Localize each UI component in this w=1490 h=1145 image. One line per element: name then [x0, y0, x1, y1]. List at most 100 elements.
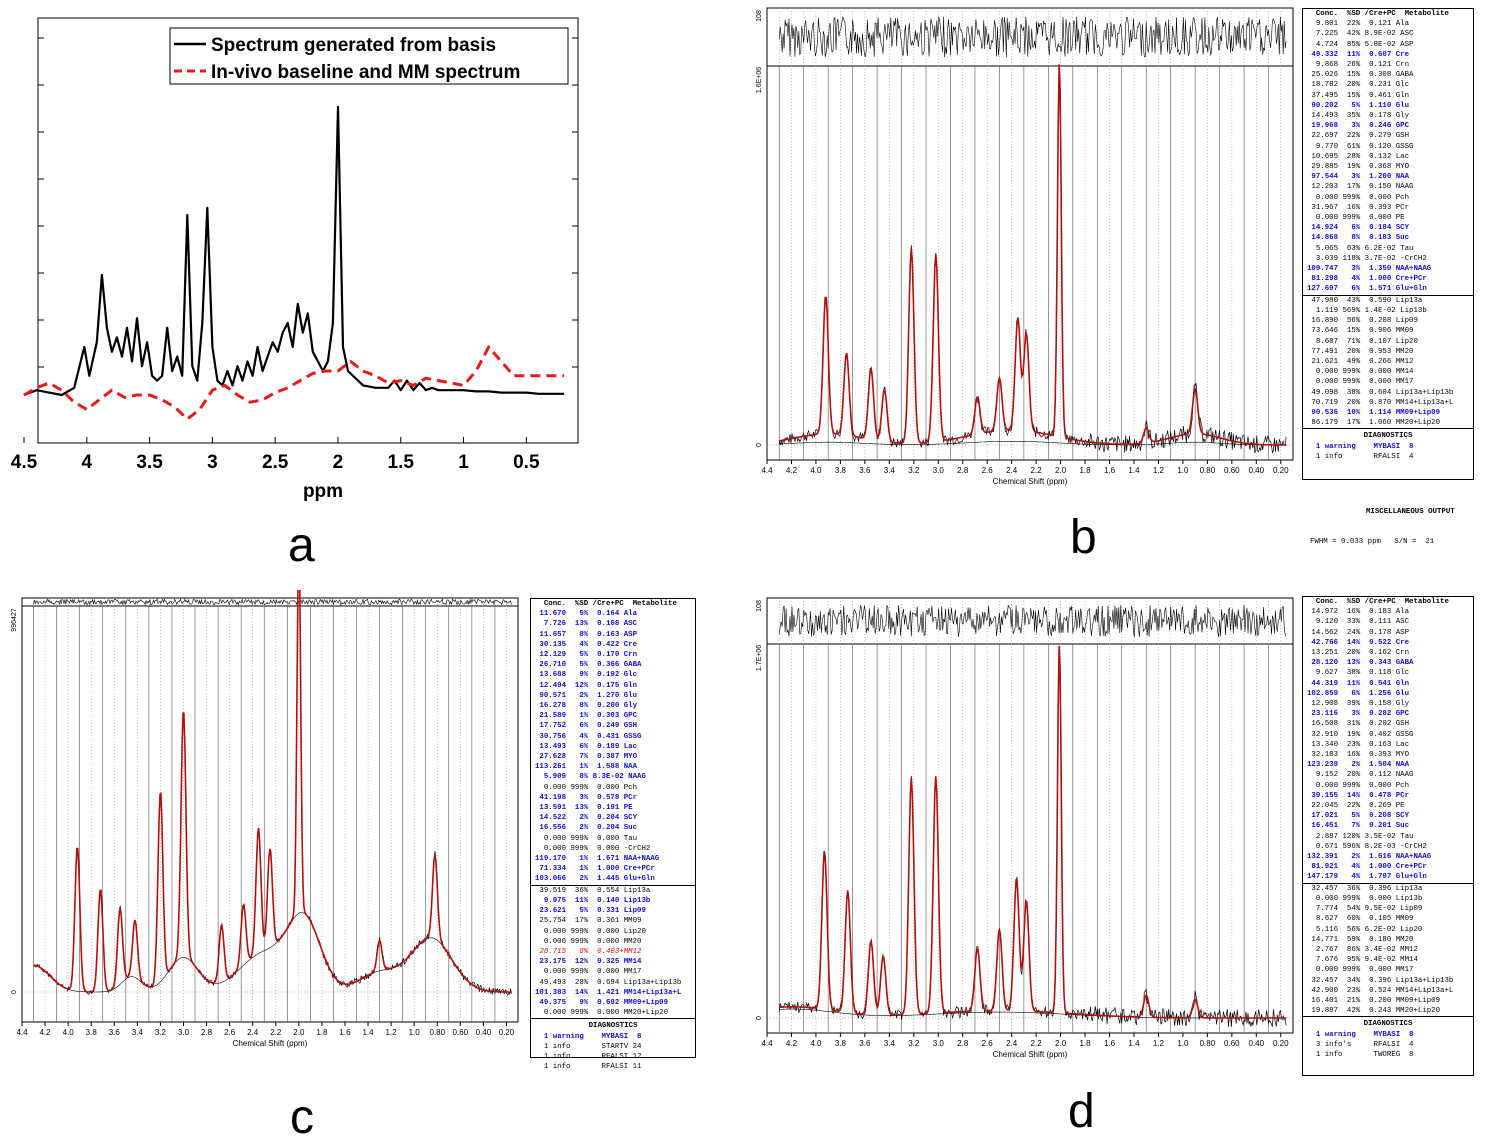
x-tick-label: 3.6 — [859, 1039, 871, 1048]
metabolite-row: 11.670 5% 0.164 Ala — [535, 610, 638, 619]
metabolite-row: 14.868 8% 0.183 Suc — [1307, 234, 1410, 243]
x-tick-label: 1.4 — [1128, 1039, 1140, 1048]
metabolite-row: 97.544 3% 1.200 NAA — [1307, 173, 1410, 182]
y-tick-max: 1.7E+06 — [756, 645, 763, 671]
metabolite-row: 90.571 2% 1.270 Glu — [535, 691, 638, 700]
x-tick-label: 1.4 — [1128, 466, 1140, 475]
lipid-row: 0.000 999% 0.000 MM17 — [535, 968, 642, 977]
x-tick-label: 3.4 — [132, 1028, 144, 1037]
x-tick-label: 3.6 — [859, 466, 871, 475]
metabolite-row: 7.726 13% 0.108 ASC — [535, 620, 638, 629]
lipid-row: 2.767 86% 3.4E-02 MM12 — [1307, 945, 1418, 954]
metabolite-row: 14.924 6% 0.184 SCY — [1307, 224, 1410, 233]
diagnostics-title: DIAGNOSTICS — [1303, 428, 1473, 441]
x-tick-label: 0.20 — [499, 1028, 515, 1037]
x-tick-label: 1 — [458, 452, 469, 473]
x-tick-label: 1.8 — [316, 1028, 328, 1037]
metabolite-row: 14.522 2% 0.204 SCY — [535, 814, 638, 823]
x-tick-label: 2.2 — [270, 1028, 282, 1037]
panel-d-chart: 4.4 4.2 4.0 3.8 3.6 3.4 3.2 3.0 2.8 2.6 2.4 2.2 2.0 1… — [745, 590, 1305, 1070]
x-tick-label: 1.5 — [388, 452, 415, 473]
x-tick-label: 4.2 — [40, 1028, 52, 1037]
x-tick-label: 4.2 — [786, 1039, 798, 1048]
table-header: Conc. %SD /Cre+PC Metabolite — [1307, 598, 1449, 606]
x-tick-label: 2.8 — [957, 1039, 969, 1048]
diagnostic-row: 1 warning MYBASI 8 — [535, 1032, 642, 1041]
panel-label-d: d — [1068, 1085, 1095, 1138]
x-tick-label: 0.20 — [1273, 1039, 1289, 1048]
metabolite-row: 13.251 20% 0.162 Crn — [1307, 649, 1410, 658]
x-tick-label: 1.6 — [339, 1028, 351, 1037]
metabolite-row: 31.967 16% 0.393 PCr — [1307, 203, 1410, 212]
x-tick-label: 1.6 — [1104, 466, 1116, 475]
lipid-row: 23.621 5% 0.331 Lip09 — [535, 907, 646, 916]
x-tick-label: 0.80 — [1200, 466, 1216, 475]
metabolite-row: 2.887 120% 3.5E-02 Tau — [1307, 832, 1414, 841]
metabolite-row: 9.801 22% 0.121 Ala — [1307, 20, 1410, 29]
metabolite-row: 23.116 3% 0.282 GPC — [1307, 710, 1410, 719]
lipid-row: 0.000 999% 0.000 MM17 — [1307, 966, 1414, 975]
panel-label-b: b — [1070, 511, 1097, 564]
metabolite-row: 0.000 999% 0.000 Pch — [535, 783, 638, 792]
x-tick-label: 1.8 — [1079, 1039, 1091, 1048]
x-tick-label: 3.0 — [933, 466, 945, 475]
lipid-row: 49.098 38% 0.604 Lip13a+Lip13b — [1307, 388, 1454, 397]
residual-trace — [778, 604, 1287, 638]
lipid-row: 9.975 11% 0.140 Lip13b — [535, 896, 651, 905]
metabolite-row: 103.066 2% 1.445 Glu+Gln — [535, 875, 655, 884]
plot-frame — [21, 597, 519, 1023]
metabolite-row: 29.885 19% 0.368 MYO — [1307, 163, 1410, 172]
legend-label-mm: In-vivo baseline and MM spectrum — [211, 62, 520, 83]
lipid-row: 0.000 999% 0.000 MM20 — [535, 937, 642, 946]
x-tick-label: 2.4 — [247, 1028, 259, 1037]
x-tick-label: 1.0 — [1177, 466, 1189, 475]
x-tick-label: 3.2 — [908, 466, 920, 475]
baseline-mm-line — [23, 345, 564, 421]
lipid-section: 47.980 43% 0.590 Lip13a 1.119 569% 1.4E-… — [1303, 294, 1473, 429]
lipid-row: 90.536 10% 1.114 MM09+Lip09 — [1307, 408, 1441, 417]
metabolite-row: 81.921 4% 1.000 Cre+PCr — [1307, 863, 1427, 872]
metabolite-row: 18.782 20% 0.231 Glc — [1307, 81, 1410, 90]
metabolite-row: 3.039 118% 3.7E-02 -CrCH2 — [1307, 254, 1427, 263]
y-tick-max: 996427 — [11, 608, 18, 631]
metabolite-row: 30.135 4% 0.422 Cre — [535, 640, 638, 649]
metabolite-row: 102.859 6% 1.256 Glu — [1307, 689, 1410, 698]
x-tick-label: 2.0 — [293, 1028, 305, 1037]
metabolite-row: 0.000 999% 0.000 Tau — [535, 834, 638, 843]
x-tick-label: 2.6 — [982, 1039, 994, 1048]
lipid-row: 8.687 71% 0.107 Lip20 — [1307, 337, 1418, 346]
x-tick-label: 4.0 — [63, 1028, 75, 1037]
x-tick-label: 0.60 — [453, 1028, 469, 1037]
x-tick-label: 4 — [82, 452, 93, 473]
metabolite-row: 22.045 22% 0.269 PE — [1307, 802, 1405, 811]
x-tick-label: 1.4 — [362, 1028, 374, 1037]
misc-output-b: MISCELLANEOUS OUTPUT FWHM = 0.033 ppm S/… — [1310, 487, 1455, 557]
table-header: Conc. %SD /Cre+PC Metabolite — [535, 600, 677, 608]
plot-frame — [766, 7, 1294, 461]
lcmodel-fit-chart-d: 4.4 4.2 4.0 3.8 3.6 3.4 3.2 3.0 2.8 2.6 2.4 2.2 2.0 1… — [756, 597, 1294, 1059]
metabolite-row: 41.198 3% 0.578 PCr — [535, 793, 638, 802]
lipid-row: 0.000 999% 0.000 MM14 — [1307, 368, 1414, 377]
x-tick-label: 2.2 — [1031, 466, 1043, 475]
lipid-row: 28.715 8% 0.403+MM12 — [535, 947, 642, 956]
x-tick-label: 0.60 — [1224, 1039, 1240, 1048]
lipid-row: 16.890 56% 0.208 Lip09 — [1307, 317, 1418, 326]
legend: Spectrum generated from basis In-vivo bas… — [169, 27, 569, 85]
x-tick-label: 3 — [207, 452, 218, 473]
x-tick-label: 3.8 — [835, 1039, 847, 1048]
x-tick-label: 3.2 — [908, 1039, 920, 1048]
legend-box — [169, 27, 569, 85]
lipid-row: 1.119 569% 1.4E-02 Lip13b — [1307, 306, 1427, 315]
lipid-row: 21.621 49% 0.266 MM12 — [1307, 357, 1414, 366]
metabolite-row: 11.657 8% 0.163 ASP — [535, 630, 638, 639]
x-tick-label: 3.8 — [86, 1028, 98, 1037]
lipid-row: 23.175 12% 0.325 MM14 — [535, 958, 642, 967]
metabolite-row: 12.494 12% 0.175 Gln — [535, 681, 638, 690]
metabolite-row: 4.724 85% 5.8E-02 ASP — [1307, 40, 1414, 49]
data-trace — [778, 648, 1287, 1027]
metabolite-row: 16.556 2% 0.204 Suc — [535, 824, 638, 833]
x-tick-label: 2.4 — [1006, 1039, 1018, 1048]
misc-title: MISCELLANEOUS OUTPUT — [1366, 508, 1455, 516]
panel-c-chart: 4.4 4.2 4.0 3.8 3.6 3.4 3.2 3.0 2.8 2.6 2.4 2.2 2.0 1… — [0, 590, 530, 1050]
results-table-b: Conc. %SD /Cre+PC Metabolite 9.801 22% 0… — [1302, 8, 1474, 480]
